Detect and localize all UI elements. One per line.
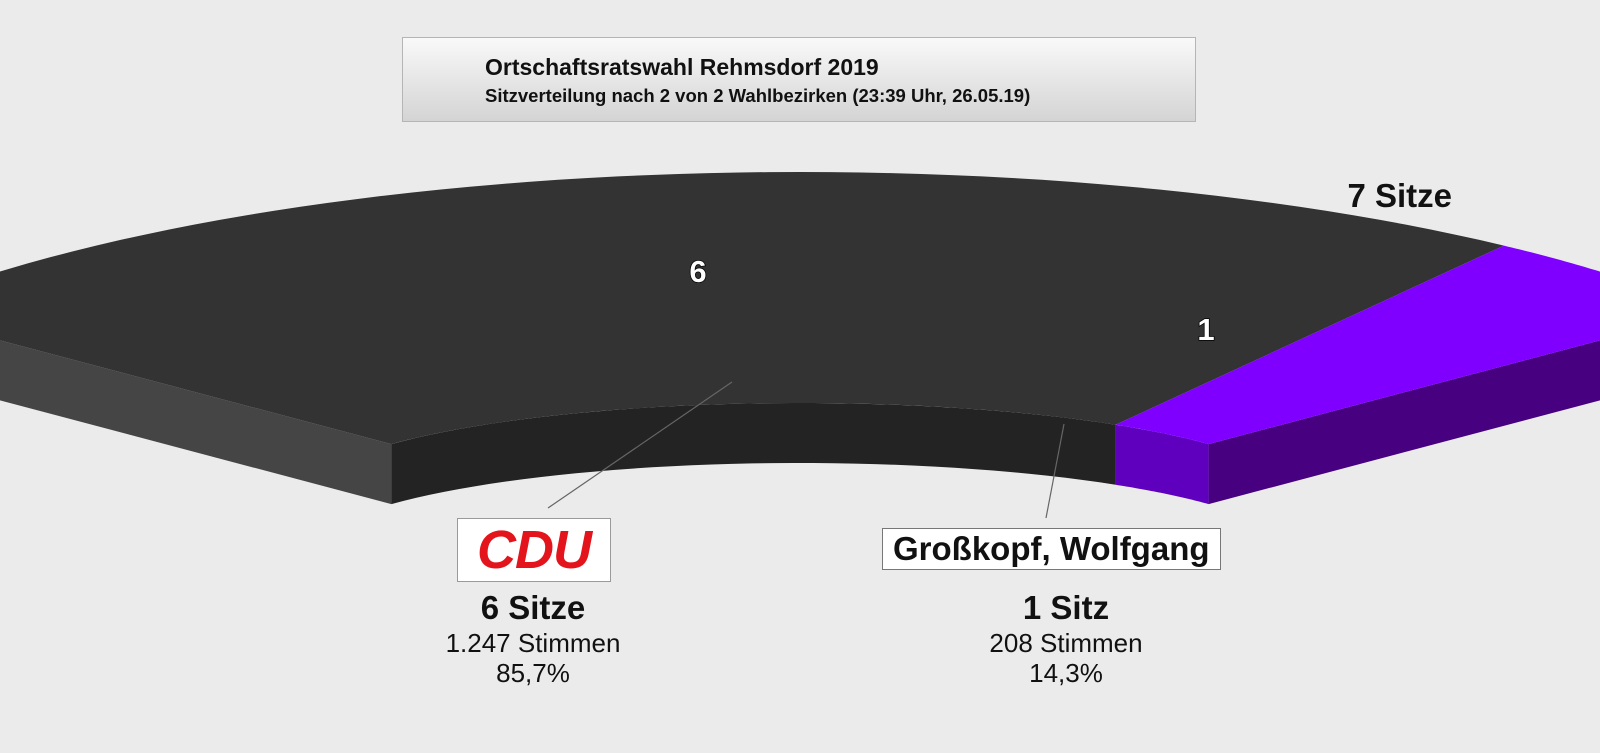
- chart-subtitle: Sitzverteilung nach 2 von 2 Wahlbezirken…: [485, 85, 1031, 106]
- cdu-percent: 85,7%: [496, 658, 570, 688]
- candidate-name-box: Großkopf, Wolfgang: [882, 528, 1221, 570]
- slice-value-label-0: 6: [689, 254, 706, 289]
- party-grosskopf-stats: 1 Sitz 208 Stimmen 14,3%: [886, 588, 1246, 688]
- cdu-votes: 1.247 Stimmen: [445, 628, 621, 658]
- slice-value-label-1: 1: [1197, 312, 1214, 347]
- grosskopf-percent: 14,3%: [1029, 658, 1103, 688]
- party-cdu-stats: 6 Sitze 1.247 Stimmen 85,7%: [353, 588, 713, 688]
- cdu-seats: 6 Sitze: [480, 589, 586, 626]
- leader-line-0: [547, 381, 733, 509]
- total-seats-label: 7 Sitze: [1347, 177, 1452, 214]
- chart-title: Ortschaftsratswahl Rehmsdorf 2019: [485, 54, 879, 80]
- chart-title-box: Ortschaftsratswahl Rehmsdorf 2019 Sitzve…: [402, 37, 1196, 122]
- slice-top-0: [0, 172, 1504, 445]
- leader-line-1: [1045, 423, 1065, 519]
- cdu-logo-text: CDU: [477, 520, 592, 580]
- slice-top-1: [1115, 245, 1600, 445]
- slice-side-cdu: [0, 340, 392, 505]
- cdu-logo: CDU: [457, 518, 611, 582]
- grosskopf-seats: 1 Sitz: [1022, 589, 1110, 626]
- slice-inner-wall-1: [1115, 424, 1209, 505]
- slice-inner-wall-0: [391, 403, 1116, 505]
- grosskopf-votes: 208 Stimmen: [989, 628, 1143, 658]
- slice-side-grosskopf: [1208, 340, 1600, 505]
